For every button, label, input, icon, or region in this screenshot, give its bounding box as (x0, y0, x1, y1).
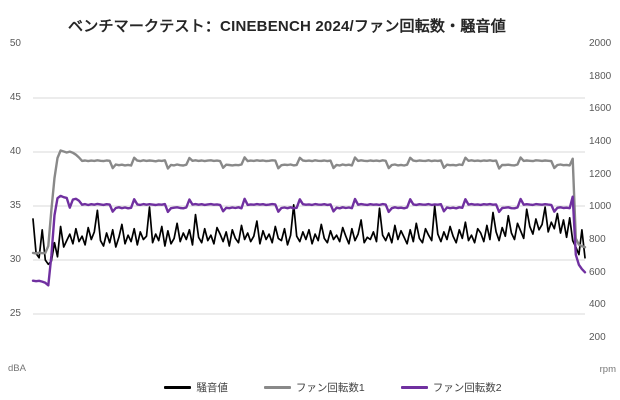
chart-title: ベンチマークテスト：CINEBENCH 2024/ファン回転数・騒音値 (68, 18, 506, 35)
right-axis-tick-1600: 1600 (589, 103, 612, 114)
right-axis-tick-200: 200 (589, 332, 606, 343)
right-axis-tick-800: 800 (589, 234, 606, 245)
legend-label-noise: 騒音値 (196, 381, 228, 394)
right-axis-tick-1200: 1200 (589, 169, 612, 180)
right-axis-tick-600: 600 (589, 267, 606, 278)
legend-item-fan2: ファン回転数2 (400, 380, 502, 395)
legend-item-fan1: ファン回転数1 (263, 380, 365, 395)
fan2-line-swatch (400, 385, 428, 389)
left-axis-tick-30: 30 (9, 254, 21, 265)
left-axis-tick-25: 25 (9, 308, 21, 319)
series-line-1 (31, 149, 587, 255)
fan1-line-swatch (263, 385, 291, 389)
legend-item-noise: 騒音値 (164, 380, 228, 395)
chart-legend: 騒音値 ファン回転数1 ファン回転数2 (0, 378, 620, 396)
left-axis-tick-50: 50 (9, 38, 21, 49)
left-axis-tick-35: 35 (9, 200, 21, 211)
noise-line-swatch (164, 385, 192, 389)
left-axis-tick-45: 45 (9, 92, 21, 103)
series-line-0 (32, 204, 586, 266)
right-axis-tick-1000: 1000 (589, 201, 612, 212)
right-axis-tick-400: 400 (589, 299, 606, 310)
series-line-2 (31, 194, 587, 287)
left-axis-unit-label: dBA (8, 363, 26, 374)
right-axis-tick-2000: 2000 (589, 38, 612, 49)
legend-label-fan2: ファン回転数2 (432, 381, 502, 394)
right-axis-tick-1800: 1800 (589, 71, 612, 82)
left-axis-tick-40: 40 (9, 146, 21, 157)
right-axis-unit-label: rpm (599, 364, 616, 375)
right-axis-tick-1400: 1400 (589, 136, 612, 147)
legend-label-fan1: ファン回転数1 (295, 381, 365, 394)
